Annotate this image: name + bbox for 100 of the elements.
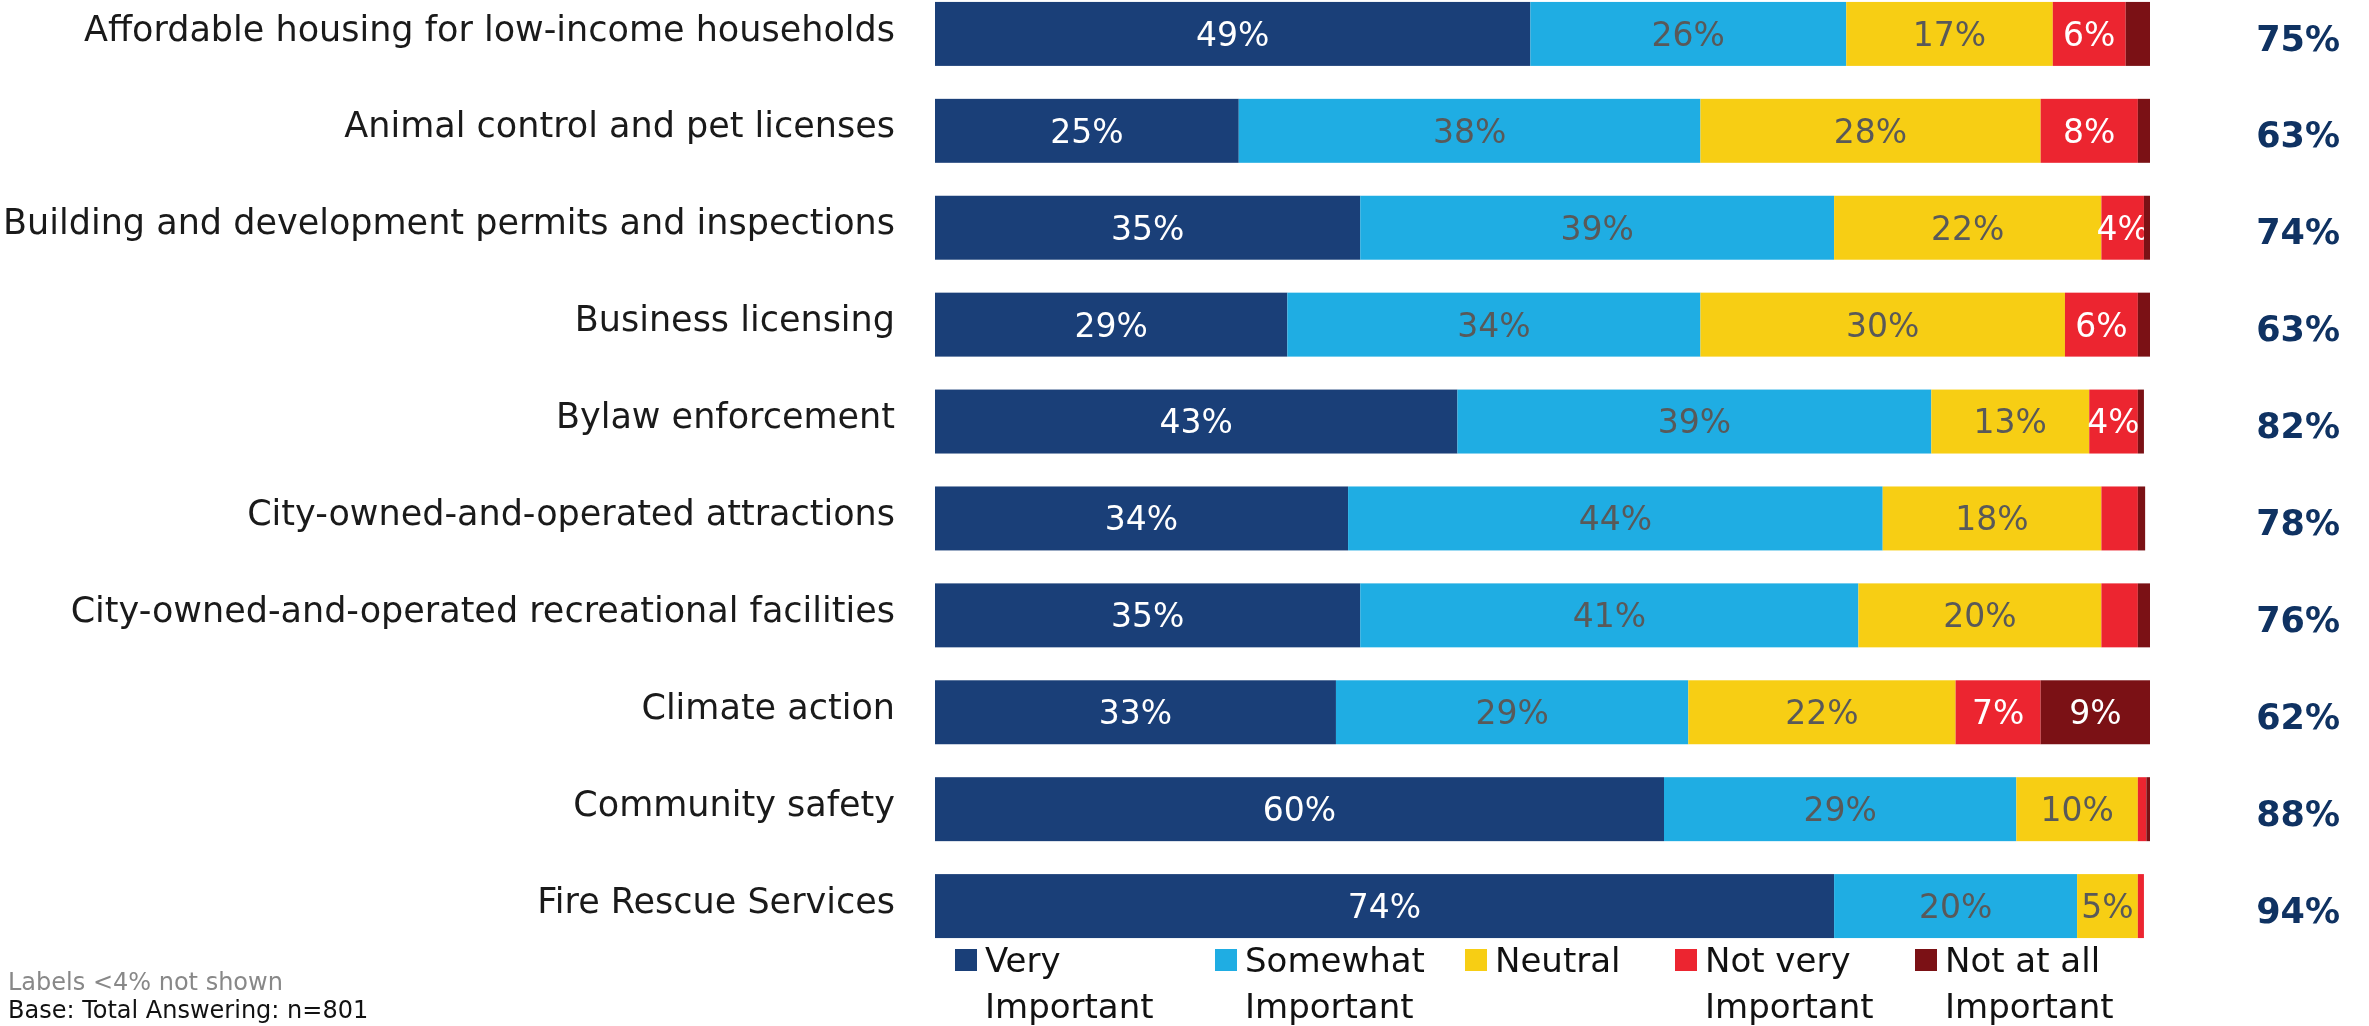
data-label: 6% [2063,14,2116,54]
y-tick-label: Building and development permits and inspections [3,202,895,243]
legend-label: Very Important [985,940,1154,1026]
text: 74% [2256,212,2340,253]
data-label: 29% [1074,305,1148,345]
bar [935,1,1531,66]
text: 88% [2256,793,2340,834]
bar [1457,389,1932,454]
data-label: 10% [2040,790,2114,830]
bar [935,777,1664,842]
data-label: 35% [1110,208,1185,248]
bar [1834,874,2078,939]
bar [2137,874,2144,939]
bar [1664,777,2017,842]
data-label: 41% [1572,596,1646,636]
data-label: 26% [1651,14,1725,54]
bar [1700,292,2065,357]
bar [1238,98,1701,163]
legend-label: Somewhat Important [1245,940,1425,1026]
data-label: 7% [1971,693,2025,733]
text: 78% [2256,503,2340,544]
bar [2101,486,2138,551]
data-label: 28% [1833,111,1908,151]
bar [935,486,1349,551]
bar [935,874,1835,939]
text: 82% [2256,406,2340,447]
text: 63% [2256,115,2340,156]
bar [1530,1,1847,66]
bar [1700,98,2041,163]
data-label: 34% [1104,499,1179,539]
bar [2040,680,2150,745]
data-label: 44% [1578,499,1653,539]
bar [1287,292,1701,357]
data-label: 43% [1159,402,1233,442]
bar [935,389,1458,454]
data-label: 8% [2063,111,2116,151]
data-label: 18% [1955,499,2029,539]
data-label: 17% [1912,14,1987,54]
text: 62% [2256,696,2340,737]
bar [2016,777,2138,842]
bar [1955,680,2041,745]
bar [2137,98,2150,163]
data-label: 33% [1098,693,1173,733]
legend-label: Neutral [1495,940,1621,981]
data-label: 38% [1432,111,1507,151]
data-label: 29% [1475,693,1549,733]
y-tick-label: Animal control and pet licenses [344,105,895,146]
bar [2040,98,2138,163]
data-label: 25% [1050,111,1124,151]
text: 94% [2256,890,2340,931]
data-label: 6% [2075,305,2128,345]
bar [2137,486,2146,551]
y-tick-label: Fire Rescue Services [537,880,895,921]
bar [1348,486,1883,551]
data-label: 35% [1110,596,1185,636]
data-label: 49% [1196,14,1270,54]
legend-label: Not at all Important [1945,940,2114,1026]
bar [2137,583,2150,648]
data-label: 9% [2069,693,2122,733]
data-label: 29% [1803,790,1877,830]
bar [1882,486,2102,551]
text: 75% [2256,18,2340,59]
bar [1846,1,2053,66]
text: Labels <4% not shown [8,968,283,996]
bar [2137,777,2147,842]
bar [935,98,1239,163]
bar [2101,583,2138,648]
y-tick-label: City-owned-and-operated recreational facilities [70,589,895,630]
bar [935,680,1336,745]
data-label: 39% [1560,208,1634,248]
data-label: 20% [1918,886,1993,926]
text: 63% [2256,309,2340,350]
y-tick-label: Community safety [573,783,895,824]
bar [1335,680,1689,745]
legend-label: Not very Important [1705,940,1874,1026]
bar [1688,680,1956,745]
bar [935,195,1361,260]
y-tick-label: Business licensing [574,299,895,340]
bar [2137,292,2150,357]
bar [935,583,1361,648]
data-label: 22% [1931,208,2005,248]
data-label: 39% [1657,402,1732,442]
data-label: 30% [1846,305,1920,345]
bar [1360,583,1859,648]
bar [2137,389,2144,454]
y-tick-label: Bylaw enforcement [555,396,895,437]
data-label: 20% [1943,596,2017,636]
data-label: 13% [1973,402,2047,442]
bar [1931,389,2090,454]
y-tick-label: City-owned-and-operated attractions [247,493,895,534]
data-label: 74% [1347,886,1422,926]
bar [2125,1,2150,66]
data-label: 60% [1262,790,1337,830]
bar [2146,777,2150,842]
text: 76% [2256,599,2340,640]
y-tick-label: Climate action [641,686,895,727]
data-label: 34% [1457,305,1531,345]
bar [935,292,1288,357]
bar [1360,195,1835,260]
text: Base: Total Answering: n=801 [8,996,369,1024]
